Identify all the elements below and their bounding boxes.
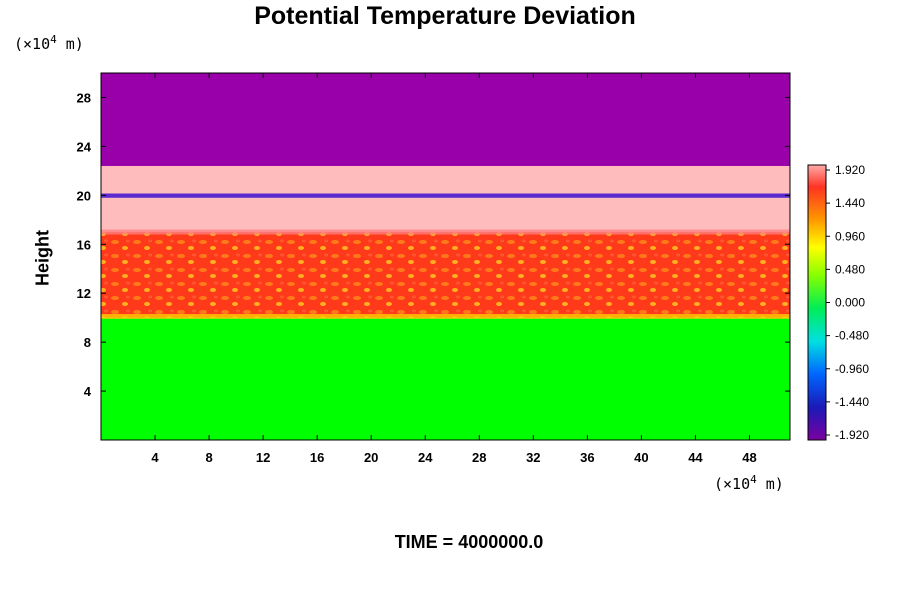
y-tick-label: 28 [77,90,91,105]
x-tick-label: 28 [472,450,486,465]
x-tick-label: 8 [205,450,212,465]
plot-area [101,73,790,440]
layer-pink-band [101,165,790,233]
x-unit-rest: m) [756,475,784,493]
colorbar-gradient [808,165,826,440]
layer-boundary-upper [101,229,790,235]
y-tick-label: 24 [77,139,92,154]
x-unit-base: (×10 [714,475,751,493]
x-tick-label: 44 [688,450,703,465]
colorbar-tick-label: 0.480 [835,262,865,276]
plot-frame [100,72,791,441]
colorbar-tick-label: 1.440 [835,196,865,210]
y-unit-exponent: 4 [50,33,57,46]
layer-lower-troposphere [101,317,790,440]
x-tick-label: 32 [526,450,540,465]
colorbar-tick-label: 0.960 [835,229,865,243]
layer-upper-layer [101,73,790,166]
colorbar-tick-label: -1.920 [835,428,869,442]
y-tick-label: 4 [84,384,92,399]
x-tick-label: 20 [364,450,378,465]
y-tick-label: 8 [84,335,91,350]
x-axis-unit: (×104 m) [714,473,784,493]
x-tick-label: 16 [310,450,324,465]
x-unit-exponent: 4 [750,473,757,486]
colorbar-tick-label: -0.480 [835,329,869,343]
colorbar-tick-label: -1.440 [835,395,869,409]
y-unit-base: (×10 [14,35,51,53]
x-tick-label: 48 [742,450,756,465]
x-tick-label: 40 [634,450,648,465]
y-tick-label: 20 [77,188,91,203]
y-unit-rest: m) [56,35,84,53]
colorbar: 1.920 1.440 0.960 0.480 0.000 -0.480 -0.960 -1.… [807,163,869,442]
y-tick-label: 12 [77,286,91,301]
x-tick-label: 4 [151,450,159,465]
layer-thin-band [101,193,790,198]
y-axis-unit: (×104 m) [14,33,84,53]
layer-boundary-lower [101,313,790,319]
y-tick-label: 16 [77,237,91,252]
x-tick-label: 12 [256,450,270,465]
colorbar-tick-label: 1.920 [835,163,865,177]
colorbar-tick-label: 0.000 [835,296,865,310]
layer-mixed-layer [101,232,790,318]
x-tick-label: 36 [580,450,594,465]
x-tick-label: 24 [418,450,433,465]
chart-title: Potential Temperature Deviation [254,2,636,30]
time-label: TIME = 4000000.0 [394,532,544,552]
colorbar-tick-label: -0.960 [835,362,869,376]
